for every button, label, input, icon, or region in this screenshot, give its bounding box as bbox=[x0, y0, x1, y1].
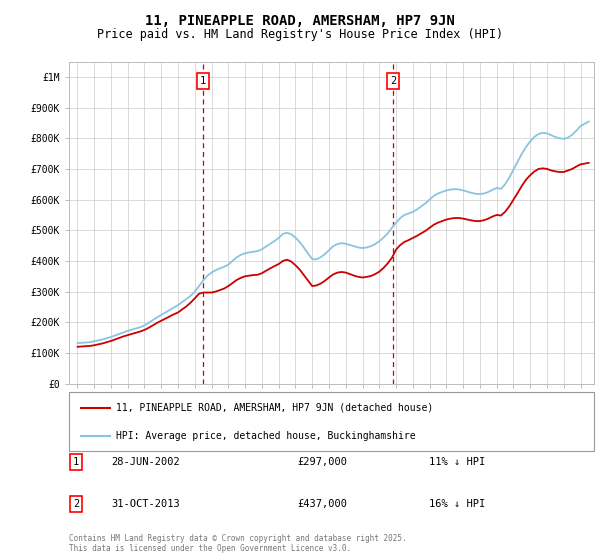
Text: 1: 1 bbox=[200, 76, 206, 86]
Text: 11% ↓ HPI: 11% ↓ HPI bbox=[429, 457, 485, 467]
Text: Price paid vs. HM Land Registry's House Price Index (HPI): Price paid vs. HM Land Registry's House … bbox=[97, 28, 503, 41]
Text: Contains HM Land Registry data © Crown copyright and database right 2025.
This d: Contains HM Land Registry data © Crown c… bbox=[69, 534, 407, 553]
FancyBboxPatch shape bbox=[69, 392, 594, 451]
Text: £437,000: £437,000 bbox=[297, 499, 347, 509]
Text: 31-OCT-2013: 31-OCT-2013 bbox=[111, 499, 180, 509]
Text: £297,000: £297,000 bbox=[297, 457, 347, 467]
Text: 1: 1 bbox=[73, 457, 79, 467]
Text: 28-JUN-2002: 28-JUN-2002 bbox=[111, 457, 180, 467]
Text: 16% ↓ HPI: 16% ↓ HPI bbox=[429, 499, 485, 509]
Text: HPI: Average price, detached house, Buckinghamshire: HPI: Average price, detached house, Buck… bbox=[116, 431, 416, 441]
Text: 11, PINEAPPLE ROAD, AMERSHAM, HP7 9JN (detached house): 11, PINEAPPLE ROAD, AMERSHAM, HP7 9JN (d… bbox=[116, 403, 433, 413]
Text: 11, PINEAPPLE ROAD, AMERSHAM, HP7 9JN: 11, PINEAPPLE ROAD, AMERSHAM, HP7 9JN bbox=[145, 14, 455, 28]
Text: 2: 2 bbox=[390, 76, 397, 86]
Text: 2: 2 bbox=[73, 499, 79, 509]
